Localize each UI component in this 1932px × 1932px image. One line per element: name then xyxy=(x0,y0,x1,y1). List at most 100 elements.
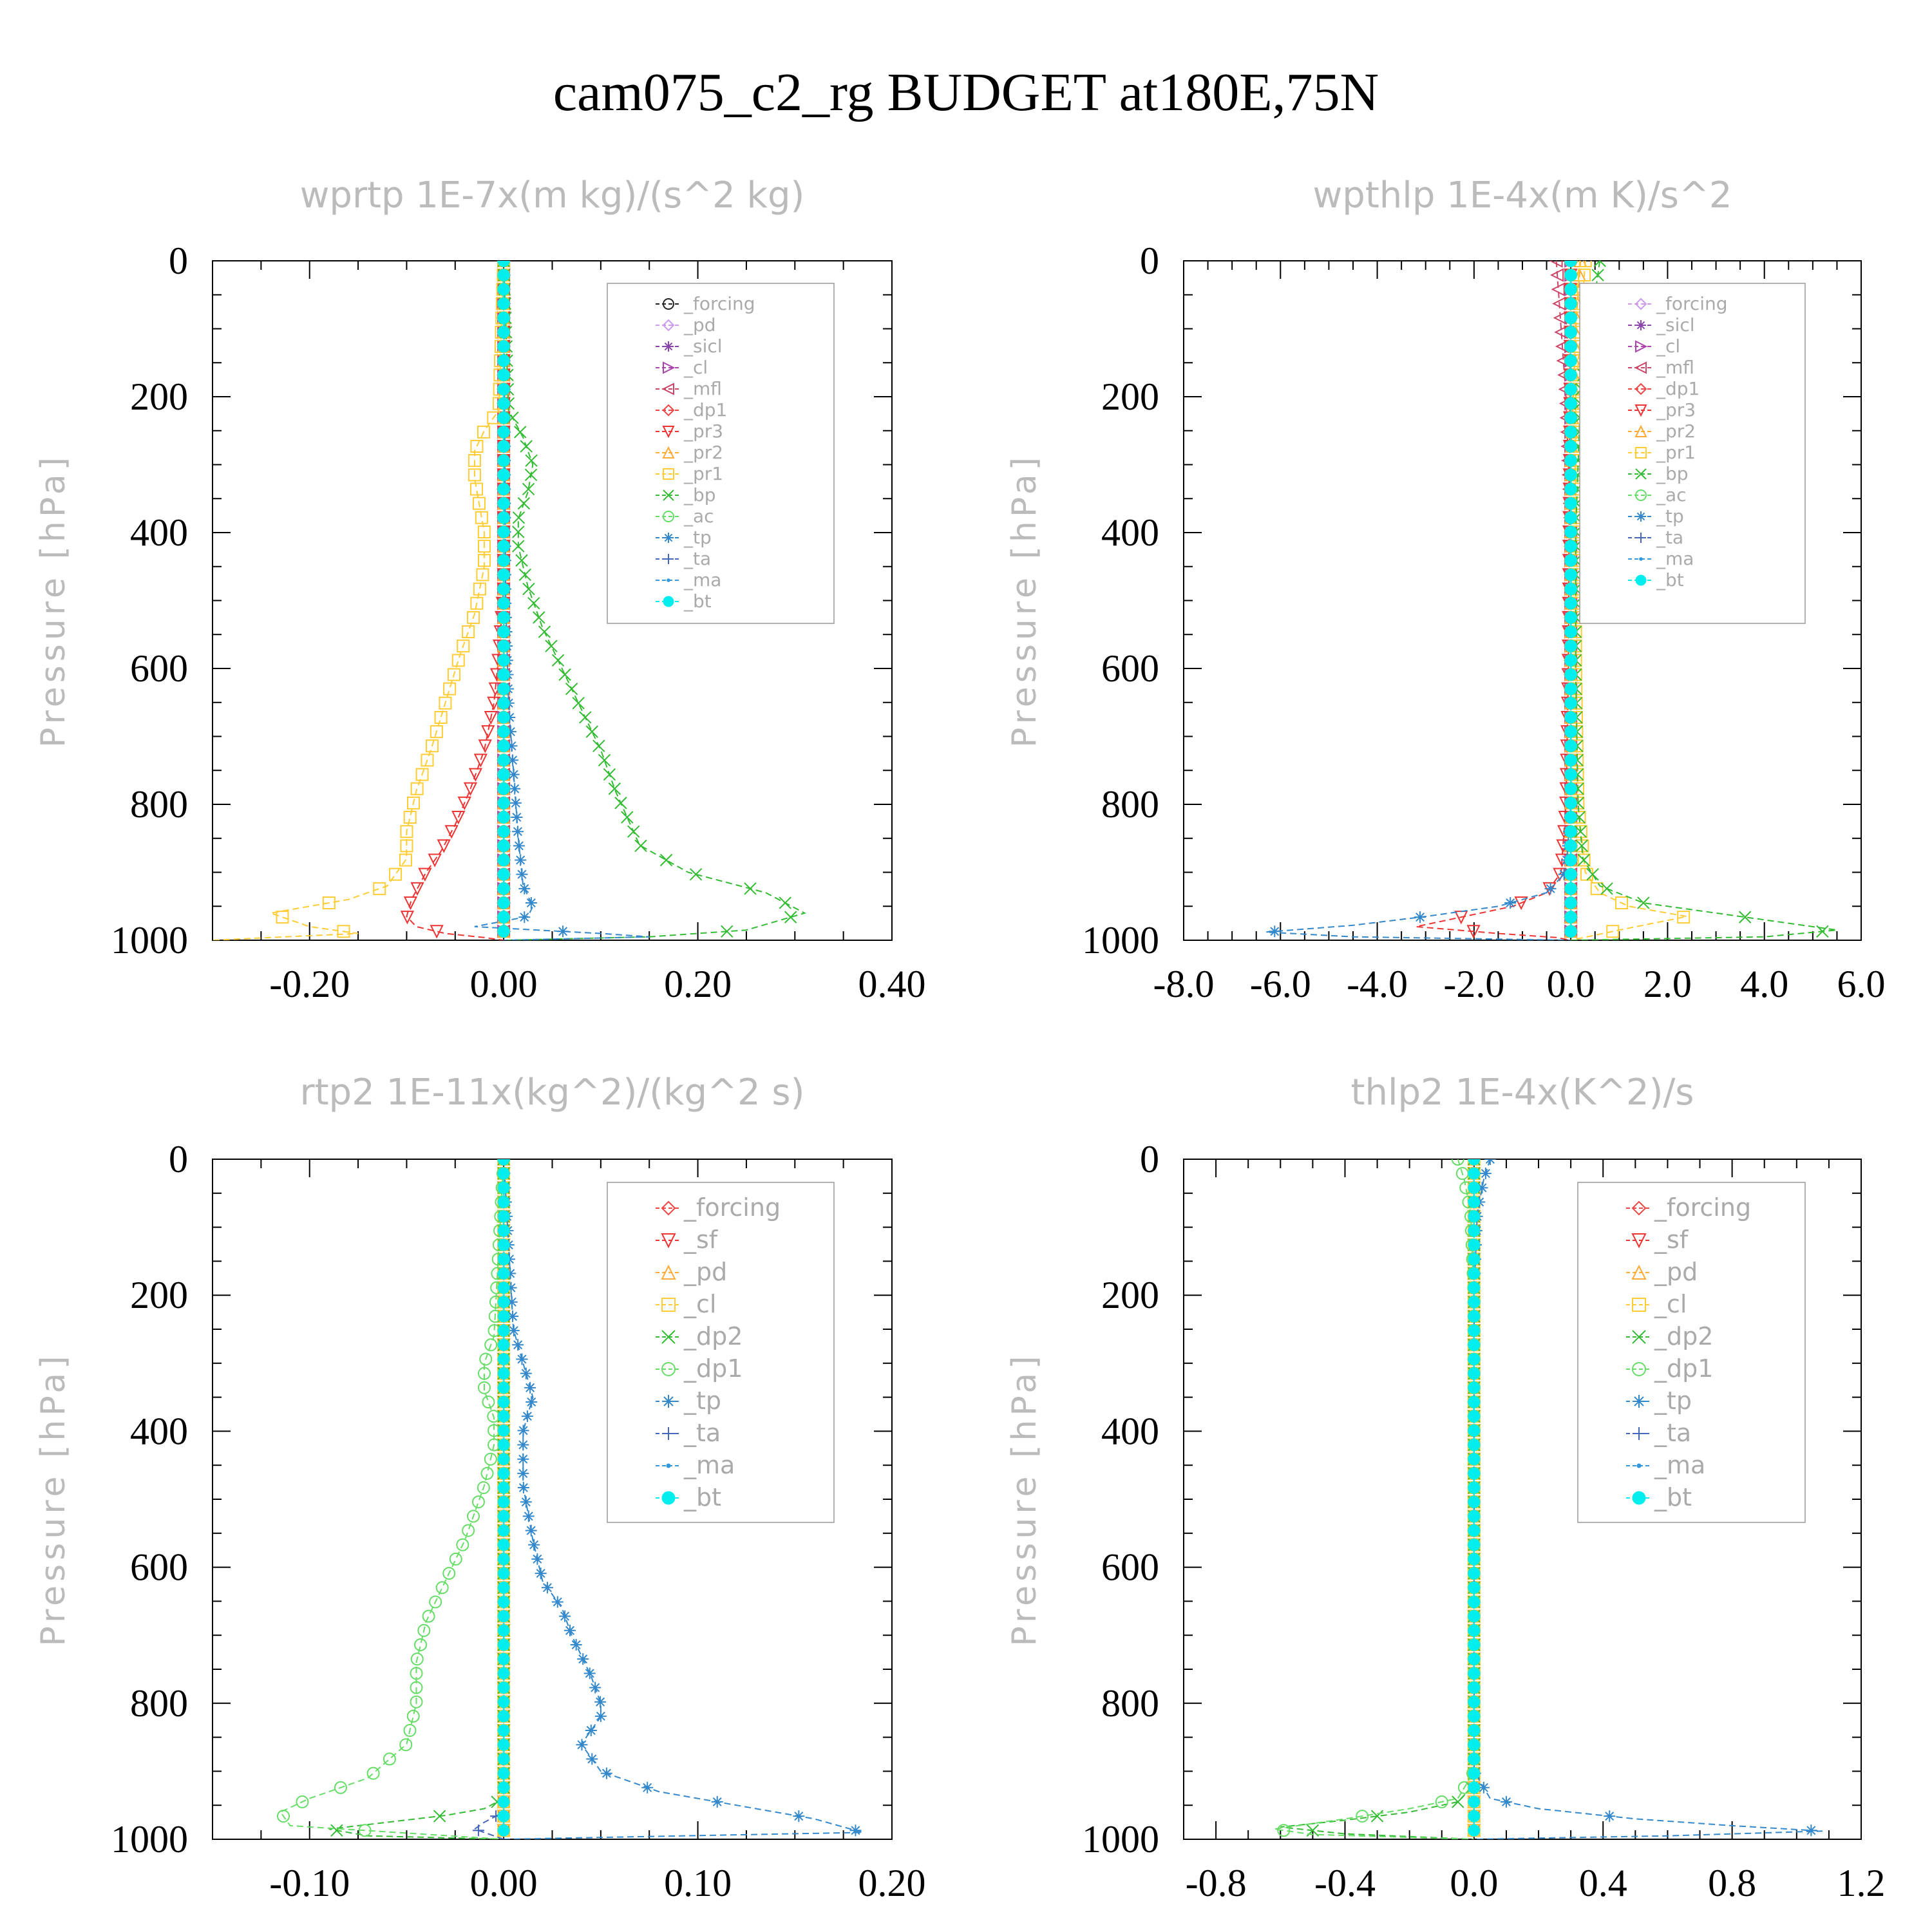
data-point xyxy=(1468,1567,1481,1580)
data-point xyxy=(477,1481,490,1495)
data-point xyxy=(497,482,510,495)
data-point xyxy=(475,511,488,524)
data-point xyxy=(512,526,525,538)
data-point xyxy=(497,454,510,467)
data-point xyxy=(428,853,442,867)
legend-marker xyxy=(666,1463,671,1468)
data-point xyxy=(517,1467,529,1479)
data-point xyxy=(433,1810,446,1823)
data-point xyxy=(497,825,510,838)
data-point xyxy=(478,540,491,553)
data-point xyxy=(1575,839,1588,853)
legend-box xyxy=(607,1182,835,1523)
data-point xyxy=(1468,1781,1481,1794)
data-point xyxy=(579,711,592,724)
data-point xyxy=(437,839,451,853)
data-point xyxy=(1468,1624,1481,1637)
data-point xyxy=(1577,853,1590,867)
series-line xyxy=(328,1159,505,1839)
data-point xyxy=(565,682,578,696)
legend-entry: _dp1 xyxy=(1654,1354,1713,1383)
data-point xyxy=(456,1538,469,1551)
data-point xyxy=(497,697,510,710)
chart-panel-3: rtp2 1E-11x(kg^2)/(kg^2 s) Pressure [hPa]… xyxy=(34,1072,926,1904)
data-point xyxy=(1564,554,1577,567)
data-point xyxy=(497,1638,510,1651)
data-point xyxy=(1468,1338,1481,1351)
data-point xyxy=(497,312,510,325)
data-point xyxy=(497,440,510,453)
data-point xyxy=(330,1824,343,1837)
legend-entry: _dp1 xyxy=(1656,378,1700,399)
legend-entry: _tp xyxy=(1654,1387,1692,1415)
data-point xyxy=(451,654,465,667)
legend-marker xyxy=(661,1330,676,1344)
data-point xyxy=(422,1609,435,1623)
legend-marker xyxy=(1636,320,1646,330)
legend-entry: _pr1 xyxy=(1656,442,1696,463)
legend-marker xyxy=(667,578,670,582)
x-tick-label: -0.8 xyxy=(1186,1862,1247,1904)
data-point xyxy=(517,497,531,510)
series-line xyxy=(279,1159,505,1839)
data-point xyxy=(497,639,510,652)
legend-marker xyxy=(1631,1233,1647,1249)
legend-marker xyxy=(661,1298,676,1312)
data-point xyxy=(429,1595,442,1609)
data-point xyxy=(518,882,531,895)
data-point xyxy=(497,497,510,510)
data-point xyxy=(497,1467,510,1480)
data-point xyxy=(481,725,495,739)
legend-marker xyxy=(663,596,674,607)
data-point xyxy=(1468,1510,1481,1522)
data-point xyxy=(1468,1667,1481,1680)
legend-marker xyxy=(1631,1264,1647,1280)
legend-marker xyxy=(661,1362,676,1376)
x-tick-label: 0.00 xyxy=(470,1862,538,1904)
data-point xyxy=(1564,825,1577,838)
data-point xyxy=(1564,925,1577,938)
data-point xyxy=(322,896,336,909)
data-point xyxy=(497,1710,510,1723)
data-point xyxy=(497,269,510,281)
y-tick-label: 400 xyxy=(1101,511,1159,554)
data-point xyxy=(373,882,386,895)
data-point xyxy=(473,582,486,596)
data-point xyxy=(744,882,757,895)
data-point xyxy=(793,1810,805,1823)
x-tick-label: 6.0 xyxy=(1837,963,1886,1005)
data-point xyxy=(518,568,532,582)
legend-entry: _bt xyxy=(683,1483,721,1511)
data-point xyxy=(497,1181,510,1194)
data-point xyxy=(497,1352,510,1365)
data-point xyxy=(1564,412,1577,424)
legend-marker xyxy=(663,511,674,522)
data-point xyxy=(517,1482,529,1494)
data-point xyxy=(1468,1181,1481,1194)
data-point xyxy=(497,368,510,381)
data-point xyxy=(469,482,483,496)
data-point xyxy=(1564,854,1577,867)
data-point xyxy=(478,1381,491,1394)
legend-marker xyxy=(663,489,674,501)
data-point xyxy=(1468,1767,1481,1780)
data-point xyxy=(559,1610,571,1622)
legend-marker xyxy=(1635,468,1647,480)
data-point xyxy=(1615,896,1629,909)
data-point xyxy=(1578,269,1591,282)
legend-entry: _ta xyxy=(1654,1419,1691,1447)
data-point xyxy=(1564,383,1577,395)
data-point xyxy=(449,1552,462,1566)
data-point xyxy=(497,797,510,810)
data-point xyxy=(513,840,525,852)
data-point xyxy=(497,725,510,738)
data-point xyxy=(1564,269,1577,281)
data-point xyxy=(337,925,350,938)
data-point xyxy=(1564,753,1577,766)
data-point xyxy=(1564,540,1577,553)
data-point xyxy=(497,1338,510,1351)
data-point xyxy=(470,596,484,610)
data-point xyxy=(399,853,412,867)
data-point xyxy=(1468,1282,1481,1294)
data-point xyxy=(497,1795,510,1808)
